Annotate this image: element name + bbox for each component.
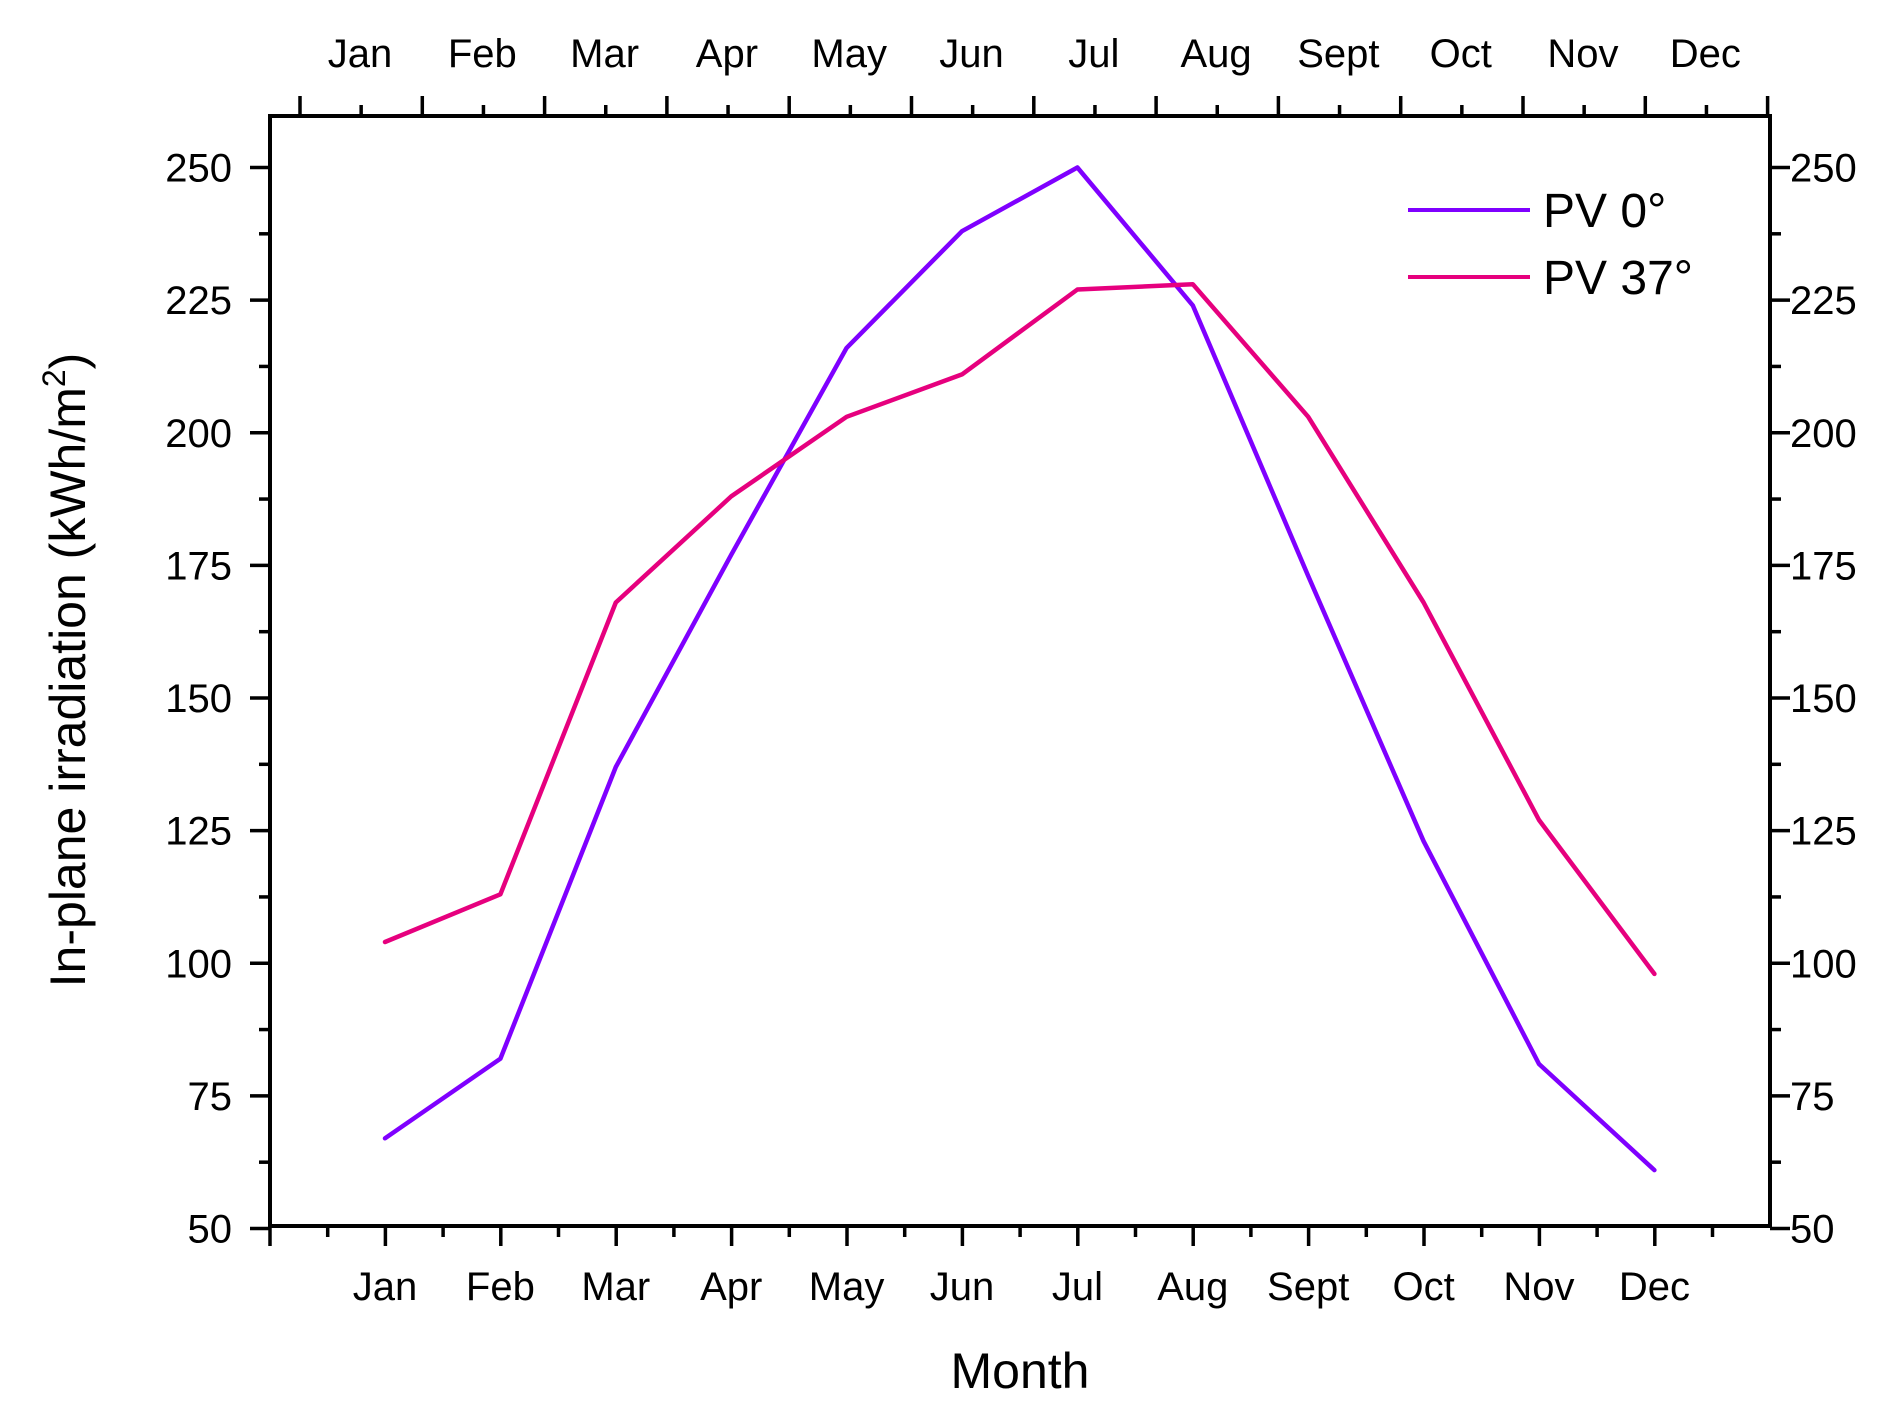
x-tick-label-top: Oct <box>1430 32 1492 76</box>
x-tick-label-bottom: Aug <box>1157 1265 1228 1309</box>
x-axis-title: Month <box>951 1343 1090 1399</box>
legend-label-pv-0: PV 0° <box>1543 185 1666 238</box>
series-line-pv-0 <box>382 165 1657 1173</box>
y-tick-label-left: 75 <box>188 1075 233 1119</box>
x-tick-label-top: May <box>811 32 887 76</box>
x-tick-label-top: Apr <box>696 32 758 76</box>
x-tick-label-bottom: Feb <box>466 1265 535 1309</box>
legend-label-pv-37: PV 37° <box>1543 252 1693 305</box>
x-tick-label-bottom: Jun <box>930 1265 995 1309</box>
y-tick-label-left: 200 <box>165 412 232 456</box>
x-tick-label-top: Nov <box>1547 32 1618 76</box>
y-tick-label-right: 75 <box>1790 1075 1835 1119</box>
y-tick-label-left: 125 <box>165 810 232 854</box>
y-tick-label-left: 100 <box>165 942 232 986</box>
y-tick-label-right: 200 <box>1790 412 1857 456</box>
x-tick-label-bottom: Jul <box>1052 1265 1103 1309</box>
y-tick-label-left: 175 <box>165 544 232 588</box>
y-tick-label-right: 175 <box>1790 544 1857 588</box>
x-tick-label-bottom: Sept <box>1267 1265 1349 1309</box>
series-line-pv-37 <box>382 281 1657 977</box>
x-tick-label-bottom: Nov <box>1503 1265 1574 1309</box>
x-tick-label-bottom: Dec <box>1619 1265 1690 1309</box>
x-tick-label-top: Jul <box>1068 32 1119 76</box>
x-tick-label-bottom: Oct <box>1392 1265 1454 1309</box>
y-tick-label-right: 100 <box>1790 942 1857 986</box>
y-tick-label-right: 50 <box>1790 1208 1835 1252</box>
y-tick-label-right: 250 <box>1790 147 1857 191</box>
x-tick-label-bottom: Apr <box>700 1265 762 1309</box>
y-tick-label-left: 50 <box>188 1208 233 1252</box>
x-tick-label-bottom: Jan <box>353 1265 418 1309</box>
y-tick-label-right: 225 <box>1790 279 1857 323</box>
x-tick-label-top: Jun <box>939 32 1004 76</box>
legend: PV 0° PV 37° <box>1408 185 1693 305</box>
y-axis-title: In-plane irradiation (kWh/m2) <box>36 353 96 988</box>
x-tick-label-top: Jan <box>328 32 393 76</box>
x-tick-label-bottom: Mar <box>581 1265 650 1309</box>
y-tick-label-right: 150 <box>1790 677 1857 721</box>
y-tick-label-left: 150 <box>165 677 232 721</box>
x-tick-label-top: Mar <box>570 32 639 76</box>
x-tick-label-bottom: May <box>809 1265 885 1309</box>
y-tick-label-right: 125 <box>1790 810 1857 854</box>
y-tick-label-left: 250 <box>165 147 232 191</box>
x-tick-label-top: Sept <box>1297 32 1379 76</box>
x-tick-label-top: Aug <box>1181 32 1252 76</box>
x-tick-label-top: Dec <box>1670 32 1741 76</box>
x-tick-label-top: Feb <box>448 32 517 76</box>
y-tick-label-left: 225 <box>165 279 232 323</box>
